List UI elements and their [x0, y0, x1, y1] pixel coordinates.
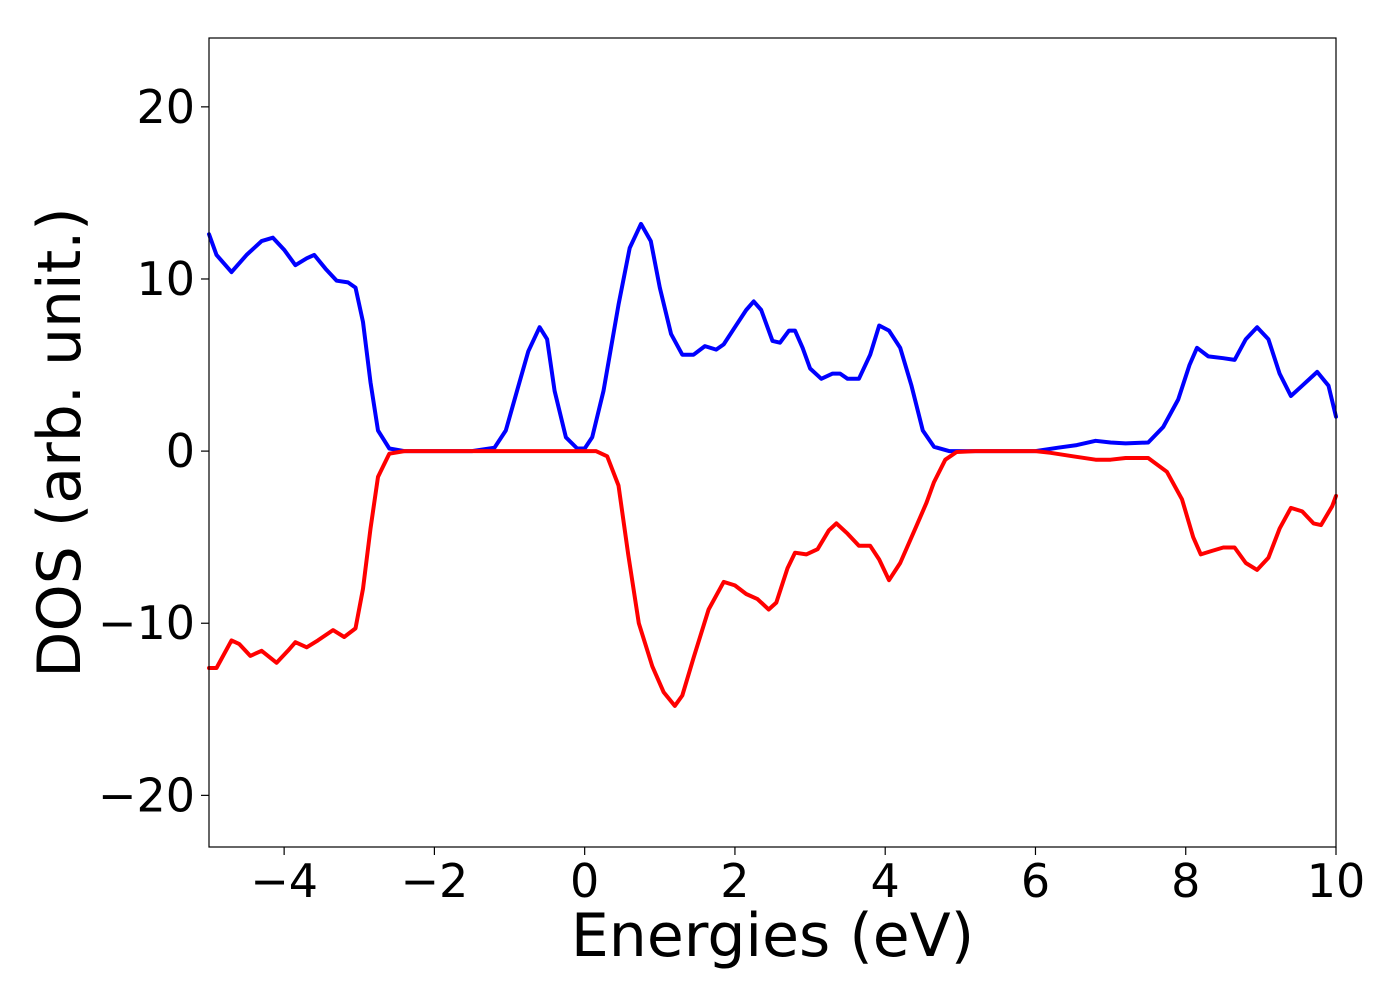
y-tick-label: −20	[98, 768, 195, 822]
series-line-0	[207, 221, 1338, 454]
x-tick-label: 6	[1021, 854, 1050, 908]
x-axis-label: Energies (eV)	[571, 901, 974, 971]
series-line-1	[207, 449, 1338, 708]
plot-frame	[208, 37, 1337, 848]
x-tick-label: −2	[400, 854, 468, 908]
series-layer	[207, 221, 1338, 708]
y-tick-label: 10	[136, 252, 195, 306]
y-tick-label: −10	[98, 596, 195, 650]
x-tick-label: 4	[871, 854, 900, 908]
x-tick-label: 2	[720, 854, 749, 908]
x-tick-label: 0	[570, 854, 599, 908]
y-axis-label: DOS (arb. unit.)	[25, 207, 95, 677]
x-axis-ticks: −4 −2 0 2 4 6 8 10	[250, 847, 1365, 908]
x-tick-label: 8	[1171, 854, 1200, 908]
y-tick-label: 20	[136, 80, 195, 134]
y-tick-label: 0	[166, 424, 195, 478]
x-tick-label: 10	[1307, 854, 1366, 908]
x-tick-label: −4	[250, 854, 318, 908]
y-axis-ticks: −20 −10 0 10 20	[98, 80, 209, 822]
